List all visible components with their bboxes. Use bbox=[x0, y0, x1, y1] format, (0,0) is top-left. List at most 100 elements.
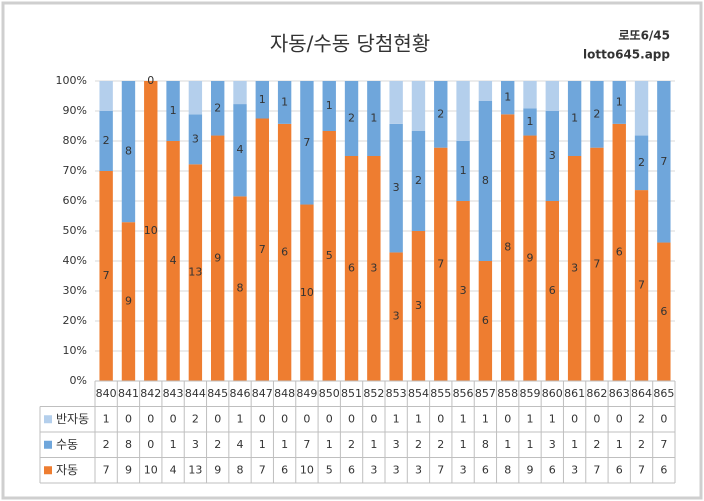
value-label: 6 bbox=[660, 305, 667, 318]
bar-segment bbox=[166, 81, 180, 141]
table-cell: 2 bbox=[593, 438, 600, 451]
table-cell: 0 bbox=[214, 412, 221, 425]
y-tick-label: 50% bbox=[63, 224, 87, 237]
bar-segment bbox=[121, 81, 136, 223]
table-cell: 0 bbox=[281, 412, 288, 425]
value-label: 6 bbox=[616, 245, 623, 258]
value-label: 7 bbox=[303, 136, 310, 149]
bar-segment bbox=[434, 81, 448, 148]
table-cell: 1 bbox=[482, 412, 489, 425]
legend-swatch bbox=[44, 440, 52, 449]
x-tick-label: 847 bbox=[252, 387, 273, 400]
table-cell: 1 bbox=[527, 438, 534, 451]
bar-segment bbox=[121, 222, 136, 381]
table-cell: 1 bbox=[415, 412, 422, 425]
table-cell: 3 bbox=[192, 438, 199, 451]
table-cell: 0 bbox=[326, 412, 333, 425]
x-tick-label: 849 bbox=[296, 387, 317, 400]
value-label: 6 bbox=[549, 284, 556, 297]
table-cell: 10 bbox=[144, 463, 158, 476]
bar-segment bbox=[567, 81, 582, 156]
table-cell: 2 bbox=[192, 412, 199, 425]
x-tick-label: 840 bbox=[96, 387, 117, 400]
table-cell: 0 bbox=[259, 412, 266, 425]
bar-segment bbox=[634, 190, 649, 381]
value-label: 1 bbox=[259, 93, 266, 106]
bar-segment bbox=[634, 81, 649, 136]
value-label: 8 bbox=[125, 145, 132, 158]
table-cell: 7 bbox=[437, 463, 444, 476]
bar-segment bbox=[233, 104, 247, 197]
x-tick-label: 848 bbox=[274, 387, 295, 400]
bar-segment bbox=[367, 81, 381, 156]
bar-segment bbox=[567, 156, 582, 381]
bar-segment bbox=[657, 242, 671, 381]
value-label: 4 bbox=[237, 143, 244, 156]
bar-segment bbox=[612, 123, 626, 381]
y-tick-label: 40% bbox=[63, 254, 87, 267]
bar-segment bbox=[211, 81, 225, 136]
bar-segment bbox=[389, 81, 403, 124]
bar-segment bbox=[300, 204, 314, 381]
value-label: 7 bbox=[638, 279, 645, 292]
table-cell: 2 bbox=[103, 438, 110, 451]
table-cell: 8 bbox=[504, 463, 511, 476]
value-label: 1 bbox=[616, 95, 623, 108]
table-cell: 0 bbox=[571, 412, 578, 425]
value-label: 3 bbox=[549, 149, 556, 162]
table-cell: 0 bbox=[616, 412, 623, 425]
value-label: 1 bbox=[170, 104, 177, 117]
bar-segment bbox=[523, 135, 537, 381]
bar-segment bbox=[233, 196, 247, 381]
bar-segment bbox=[99, 81, 113, 111]
bar-segment bbox=[188, 164, 203, 381]
bar-segment bbox=[501, 81, 515, 115]
y-tick-label: 60% bbox=[63, 194, 87, 207]
legend-swatch bbox=[44, 415, 52, 424]
value-label: 6 bbox=[281, 245, 288, 258]
value-label: 3 bbox=[571, 262, 578, 275]
bar-segment bbox=[411, 131, 426, 231]
bar-segment bbox=[144, 81, 158, 381]
value-label: 3 bbox=[415, 299, 422, 312]
value-label: 1 bbox=[527, 115, 534, 128]
brand: 로또6/45 bbox=[618, 29, 670, 43]
value-label: 1 bbox=[571, 112, 578, 125]
y-tick-label: 30% bbox=[63, 284, 87, 297]
bar-segment bbox=[211, 135, 225, 381]
value-label: 2 bbox=[214, 101, 221, 114]
bar-segment bbox=[634, 135, 649, 191]
table-cell: 7 bbox=[103, 463, 110, 476]
table-cell: 3 bbox=[393, 438, 400, 451]
table-cell: 7 bbox=[638, 463, 645, 476]
table-cell: 1 bbox=[549, 412, 556, 425]
table-cell: 6 bbox=[482, 463, 489, 476]
table-cell: 7 bbox=[259, 463, 266, 476]
bar-segment bbox=[99, 171, 113, 381]
table-cell: 4 bbox=[170, 463, 177, 476]
bar-segment bbox=[389, 252, 403, 381]
table-cell: 7 bbox=[593, 463, 600, 476]
bar-segment bbox=[434, 147, 448, 381]
x-tick-label: 845 bbox=[207, 387, 228, 400]
bar-segment bbox=[233, 81, 247, 105]
y-tick-label: 20% bbox=[63, 314, 87, 327]
value-label: 1 bbox=[504, 91, 511, 104]
bar-segment bbox=[166, 141, 180, 381]
value-label: 0 bbox=[147, 74, 154, 87]
legend-label: 수동 bbox=[56, 437, 78, 451]
bar-segment bbox=[456, 201, 470, 381]
value-label: 13 bbox=[188, 266, 202, 279]
table-cell: 0 bbox=[303, 412, 310, 425]
value-label: 8 bbox=[482, 174, 489, 187]
table-cell: 4 bbox=[237, 438, 244, 451]
bar-segment bbox=[456, 81, 470, 141]
table-cell: 8 bbox=[237, 463, 244, 476]
x-tick-label: 859 bbox=[520, 387, 541, 400]
table-cell: 6 bbox=[281, 463, 288, 476]
bar-segment bbox=[523, 81, 537, 109]
x-tick-label: 862 bbox=[586, 387, 607, 400]
table-cell: 3 bbox=[549, 438, 556, 451]
x-tick-label: 844 bbox=[185, 387, 206, 400]
